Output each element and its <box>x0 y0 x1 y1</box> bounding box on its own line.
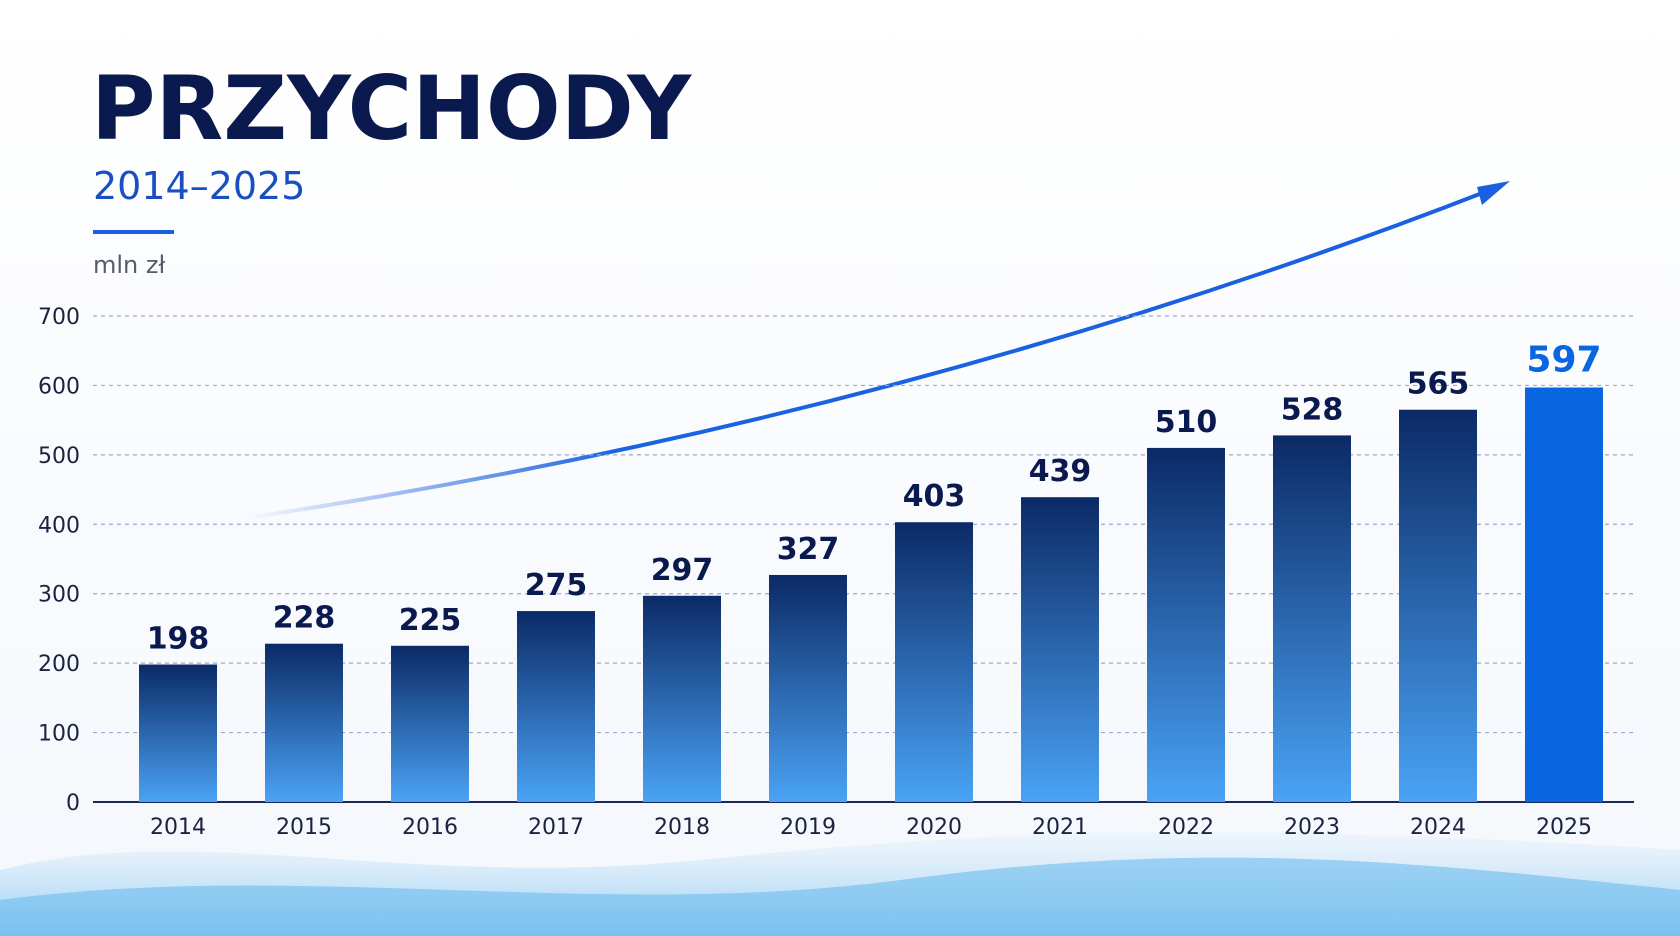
bar <box>391 645 469 802</box>
value-label: 510 <box>1155 405 1218 440</box>
value-label: 275 <box>525 568 588 603</box>
x-tick-label: 2020 <box>906 815 962 840</box>
x-tick-label: 2025 <box>1536 815 1592 840</box>
value-label: 439 <box>1029 454 1092 489</box>
bar <box>1399 409 1477 802</box>
value-label: 327 <box>777 532 840 567</box>
value-label: 597 <box>1526 340 1601 381</box>
bar <box>1525 387 1603 802</box>
x-tick-label: 2021 <box>1032 815 1088 840</box>
trend-arrow <box>245 188 1491 520</box>
x-tick-label: 2016 <box>402 815 458 840</box>
chart-subtitle: 2014–2025 <box>93 164 305 208</box>
y-tick-label: 500 <box>38 444 80 469</box>
bar <box>265 643 343 802</box>
x-tick-label: 2024 <box>1410 815 1466 840</box>
y-tick-label: 400 <box>38 513 80 538</box>
value-label: 565 <box>1407 367 1470 402</box>
value-label: 228 <box>273 601 336 636</box>
value-label: 198 <box>147 622 210 657</box>
y-axis-label: mln zł <box>93 251 165 279</box>
value-label: 225 <box>399 603 462 638</box>
bar <box>895 522 973 802</box>
bar <box>643 595 721 802</box>
bar <box>1147 447 1225 802</box>
x-tick-label: 2022 <box>1158 815 1214 840</box>
y-tick-label: 300 <box>38 583 80 608</box>
y-tick-label: 200 <box>38 652 80 677</box>
x-tick-label: 2014 <box>150 815 206 840</box>
x-tick-label: 2018 <box>654 815 710 840</box>
value-label: 297 <box>651 553 714 588</box>
accent-line <box>93 230 174 234</box>
bar <box>1273 435 1351 802</box>
wave <box>0 857 1680 936</box>
chart-title: PRZYCHODY <box>91 57 692 160</box>
x-tick-label: 2023 <box>1284 815 1340 840</box>
bar <box>517 611 595 802</box>
y-tick-label: 600 <box>38 374 80 399</box>
bar <box>139 664 217 802</box>
bar <box>769 574 847 802</box>
x-tick-label: 2015 <box>276 815 332 840</box>
trend-arrow-head <box>1477 181 1510 205</box>
x-tick-label: 2017 <box>528 815 584 840</box>
value-label: 403 <box>903 479 966 514</box>
x-tick-label: 2019 <box>780 815 836 840</box>
y-tick-label: 700 <box>38 305 80 330</box>
value-label: 528 <box>1281 392 1344 427</box>
y-tick-label: 0 <box>66 791 80 816</box>
y-tick-label: 100 <box>38 722 80 747</box>
bar <box>1021 497 1099 802</box>
